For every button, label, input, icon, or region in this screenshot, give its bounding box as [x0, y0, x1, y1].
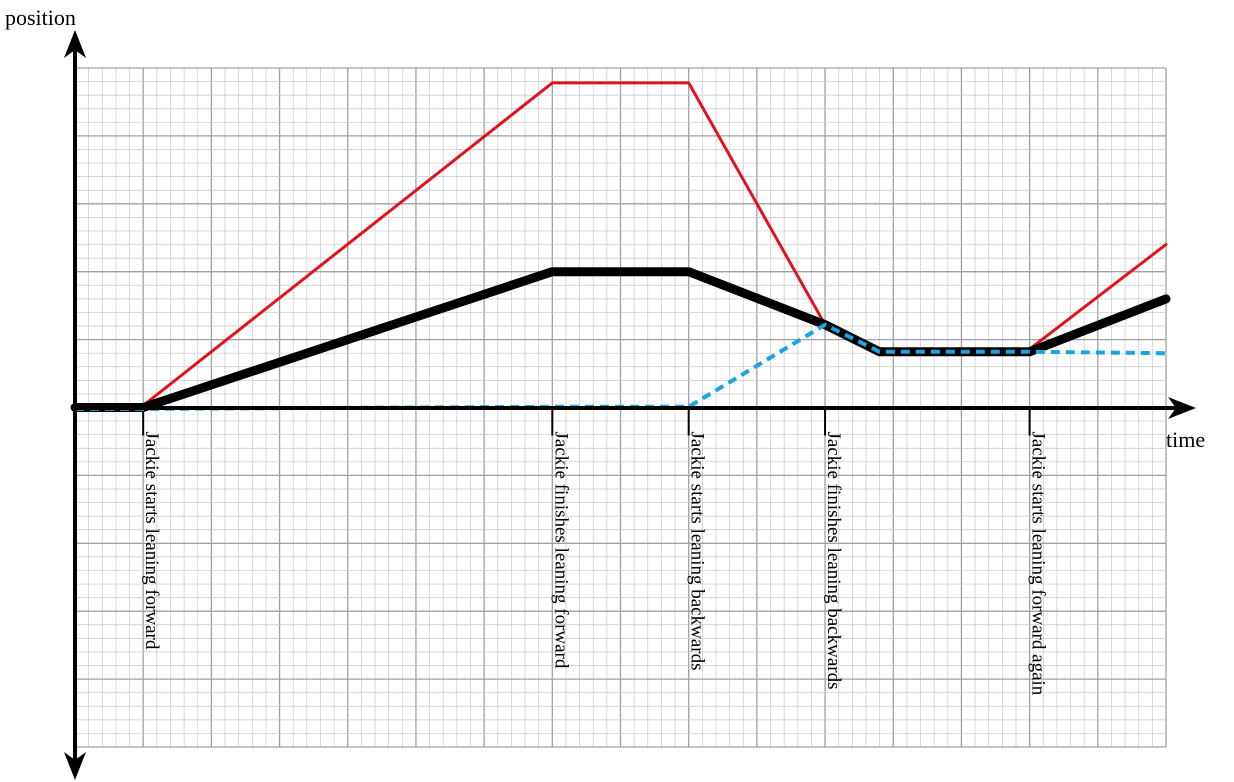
y-axis-arrow-up	[64, 30, 86, 58]
event-labels: Jackie starts leaning forward Jackie fini…	[141, 432, 1048, 696]
event-ticks	[142, 407, 1031, 436]
event-label: Jackie starts leaning forward again	[1028, 432, 1049, 696]
series-line	[70, 267, 1171, 412]
x-axis-label: time	[1166, 427, 1205, 452]
y-axis-label: position	[5, 5, 76, 30]
axes	[64, 30, 1196, 780]
event-label: Jackie starts leaning backwards	[687, 432, 708, 671]
event-label: Jackie finishes leaning forward	[550, 432, 571, 669]
y-axis-arrow-down	[64, 752, 86, 780]
event-label: Jackie starts leaning forward	[141, 432, 162, 650]
x-axis-arrow	[1168, 397, 1196, 419]
event-label: Jackie finishes leaning backwards	[823, 432, 844, 690]
